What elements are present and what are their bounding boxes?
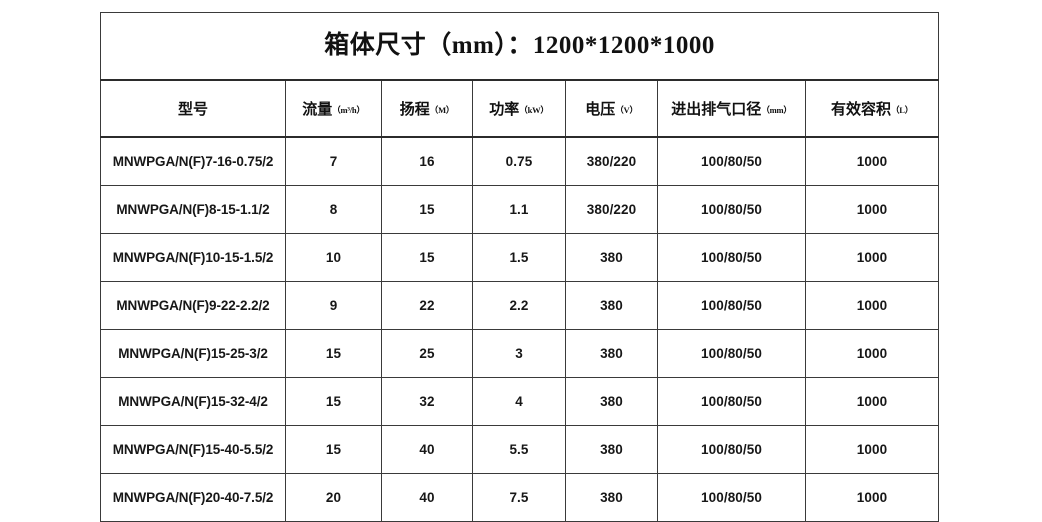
cell-volume: 1000 [804, 377, 940, 426]
cell-flow: 7 [285, 136, 382, 186]
specification-table-container: 箱体尺寸（mm）：1200*1200*1000 型号 流量（m³/h） 扬程（M… [99, 12, 940, 522]
cell-head: 15 [381, 233, 473, 282]
column-header-power: 功率（kW） [472, 79, 566, 138]
cell-port-diameter: 100/80/50 [657, 473, 806, 522]
cell-flow: 20 [285, 473, 382, 522]
table-row: MNWPGA/N(F)10-15-1.5/2 10 15 1.5 380 100… [100, 233, 940, 282]
cell-flow: 15 [285, 377, 382, 426]
table-row: MNWPGA/N(F)15-32-4/2 15 32 4 380 100/80/… [100, 377, 940, 426]
cell-port-diameter: 100/80/50 [657, 329, 806, 378]
cell-power: 3 [472, 329, 566, 378]
cell-volume: 1000 [804, 329, 940, 378]
column-header-voltage-text: 电压（V） [585, 102, 638, 118]
cell-head: 16 [381, 136, 473, 186]
page-root: 箱体尺寸（mm）：1200*1200*1000 型号 流量（m³/h） 扬程（M… [99, 12, 940, 522]
cell-voltage: 380 [565, 377, 658, 426]
cell-model: MNWPGA/N(F)10-15-1.5/2 [100, 233, 286, 282]
column-header-volume-text: 有效容积（L） [830, 102, 914, 118]
column-header-power-text: 功率（kW） [489, 102, 549, 118]
cell-model: MNWPGA/N(F)15-32-4/2 [100, 377, 286, 426]
cell-head: 40 [381, 425, 473, 474]
cell-power: 0.75 [472, 136, 566, 186]
cell-flow: 15 [285, 425, 382, 474]
cell-voltage: 380/220 [565, 185, 658, 234]
column-header-head-text: 扬程（M） [399, 102, 455, 118]
cell-voltage: 380 [565, 425, 658, 474]
cell-model: MNWPGA/N(F)9-22-2.2/2 [100, 281, 286, 330]
table-title-cell: 箱体尺寸（mm）：1200*1200*1000 [99, 12, 940, 81]
cell-volume: 1000 [804, 425, 940, 474]
cell-power: 2.2 [472, 281, 566, 330]
column-header-head: 扬程（M） [381, 79, 473, 138]
cell-model: MNWPGA/N(F)7-16-0.75/2 [100, 136, 286, 186]
column-header-model: 型号 [100, 79, 286, 138]
cell-flow: 15 [285, 329, 382, 378]
cell-voltage: 380 [565, 281, 658, 330]
cell-head: 32 [381, 377, 473, 426]
column-header-flow: 流量（m³/h） [285, 79, 382, 138]
cell-flow: 10 [285, 233, 382, 282]
cell-power: 1.5 [472, 233, 566, 282]
cell-flow: 8 [285, 185, 382, 234]
cell-model: MNWPGA/N(F)15-25-3/2 [100, 329, 286, 378]
cell-port-diameter: 100/80/50 [657, 425, 806, 474]
cell-volume: 1000 [804, 185, 940, 234]
table-row: MNWPGA/N(F)15-40-5.5/2 15 40 5.5 380 100… [100, 425, 940, 474]
cell-port-diameter: 100/80/50 [657, 377, 806, 426]
cell-port-diameter: 100/80/50 [657, 136, 806, 186]
cell-voltage: 380 [565, 233, 658, 282]
column-header-flow-text: 流量（m³/h） [302, 102, 365, 118]
cell-voltage: 380 [565, 473, 658, 522]
cell-power: 5.5 [472, 425, 566, 474]
cell-volume: 1000 [804, 233, 940, 282]
table-header-row: 型号 流量（m³/h） 扬程（M） 功率（kW） 电压（V） [100, 79, 940, 138]
cell-flow: 9 [285, 281, 382, 330]
cell-voltage: 380 [565, 329, 658, 378]
cell-port-diameter: 100/80/50 [657, 185, 806, 234]
table-title-row: 箱体尺寸（mm）：1200*1200*1000 [99, 12, 940, 81]
column-header-volume: 有效容积（L） [804, 79, 940, 138]
column-header-port-diameter: 进出排气口径（mm） [657, 79, 806, 138]
table-title: 箱体尺寸（mm）：1200*1200*1000 [324, 32, 715, 60]
cell-head: 40 [381, 473, 473, 522]
table-row: MNWPGA/N(F)20-40-7.5/2 20 40 7.5 380 100… [100, 473, 940, 522]
specification-table: 箱体尺寸（mm）：1200*1200*1000 型号 流量（m³/h） 扬程（M… [99, 12, 940, 522]
cell-power: 7.5 [472, 473, 566, 522]
cell-volume: 1000 [804, 473, 940, 522]
cell-head: 25 [381, 329, 473, 378]
cell-model: MNWPGA/N(F)15-40-5.5/2 [100, 425, 286, 474]
cell-model: MNWPGA/N(F)20-40-7.5/2 [100, 473, 286, 522]
cell-model: MNWPGA/N(F)8-15-1.1/2 [100, 185, 286, 234]
cell-head: 15 [381, 185, 473, 234]
cell-volume: 1000 [804, 136, 940, 186]
cell-port-diameter: 100/80/50 [657, 233, 806, 282]
column-header-model-text: 型号 [177, 102, 208, 118]
cell-voltage: 380/220 [565, 136, 658, 186]
column-header-port-diameter-text: 进出排气口径（mm） [671, 102, 792, 118]
table-row: MNWPGA/N(F)7-16-0.75/2 7 16 0.75 380/220… [100, 136, 940, 186]
table-row: MNWPGA/N(F)15-25-3/2 15 25 3 380 100/80/… [100, 329, 940, 378]
column-header-voltage: 电压（V） [565, 79, 658, 138]
cell-volume: 1000 [804, 281, 940, 330]
cell-head: 22 [381, 281, 473, 330]
cell-power: 4 [472, 377, 566, 426]
cell-port-diameter: 100/80/50 [657, 281, 806, 330]
cell-power: 1.1 [472, 185, 566, 234]
table-row: MNWPGA/N(F)9-22-2.2/2 9 22 2.2 380 100/8… [100, 281, 940, 330]
table-row: MNWPGA/N(F)8-15-1.1/2 8 15 1.1 380/220 1… [100, 185, 940, 234]
